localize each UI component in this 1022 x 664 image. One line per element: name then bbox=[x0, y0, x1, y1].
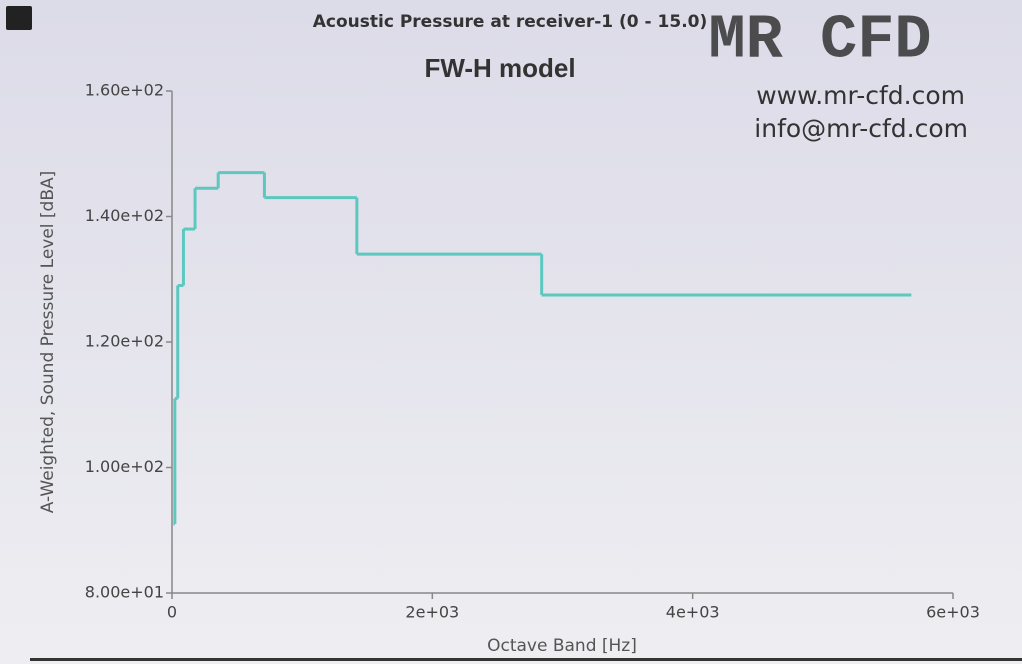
y-axis-label: A-Weighted, Sound Pressure Level [dBA] bbox=[38, 171, 58, 514]
x-tick-label: 4e+03 bbox=[666, 603, 720, 622]
watermark: MR CFD bbox=[708, 4, 931, 75]
annotation: www.mr-cfd.com bbox=[756, 81, 965, 110]
annotation: info@mr-cfd.com bbox=[754, 114, 968, 143]
annotation: FW-H model bbox=[424, 53, 575, 83]
x-tick-label: 2e+03 bbox=[405, 603, 459, 622]
y-tick-label: 1.40e+02 bbox=[85, 206, 164, 225]
x-tick-label: 0 bbox=[167, 603, 177, 622]
y-tick-label: 1.00e+02 bbox=[85, 457, 164, 476]
y-tick-label: 1.60e+02 bbox=[85, 81, 164, 100]
x-axis-label: Octave Band [Hz] bbox=[487, 636, 637, 656]
y-tick-label: 1.20e+02 bbox=[85, 332, 164, 351]
x-tick-label: 6e+03 bbox=[926, 603, 980, 622]
app-icon[interactable] bbox=[6, 6, 32, 30]
bottom-border bbox=[30, 658, 1022, 661]
y-tick-label: 8.00e+01 bbox=[85, 583, 164, 602]
chart-title: Acoustic Pressure at receiver-1 (0 - 15.… bbox=[313, 12, 708, 32]
